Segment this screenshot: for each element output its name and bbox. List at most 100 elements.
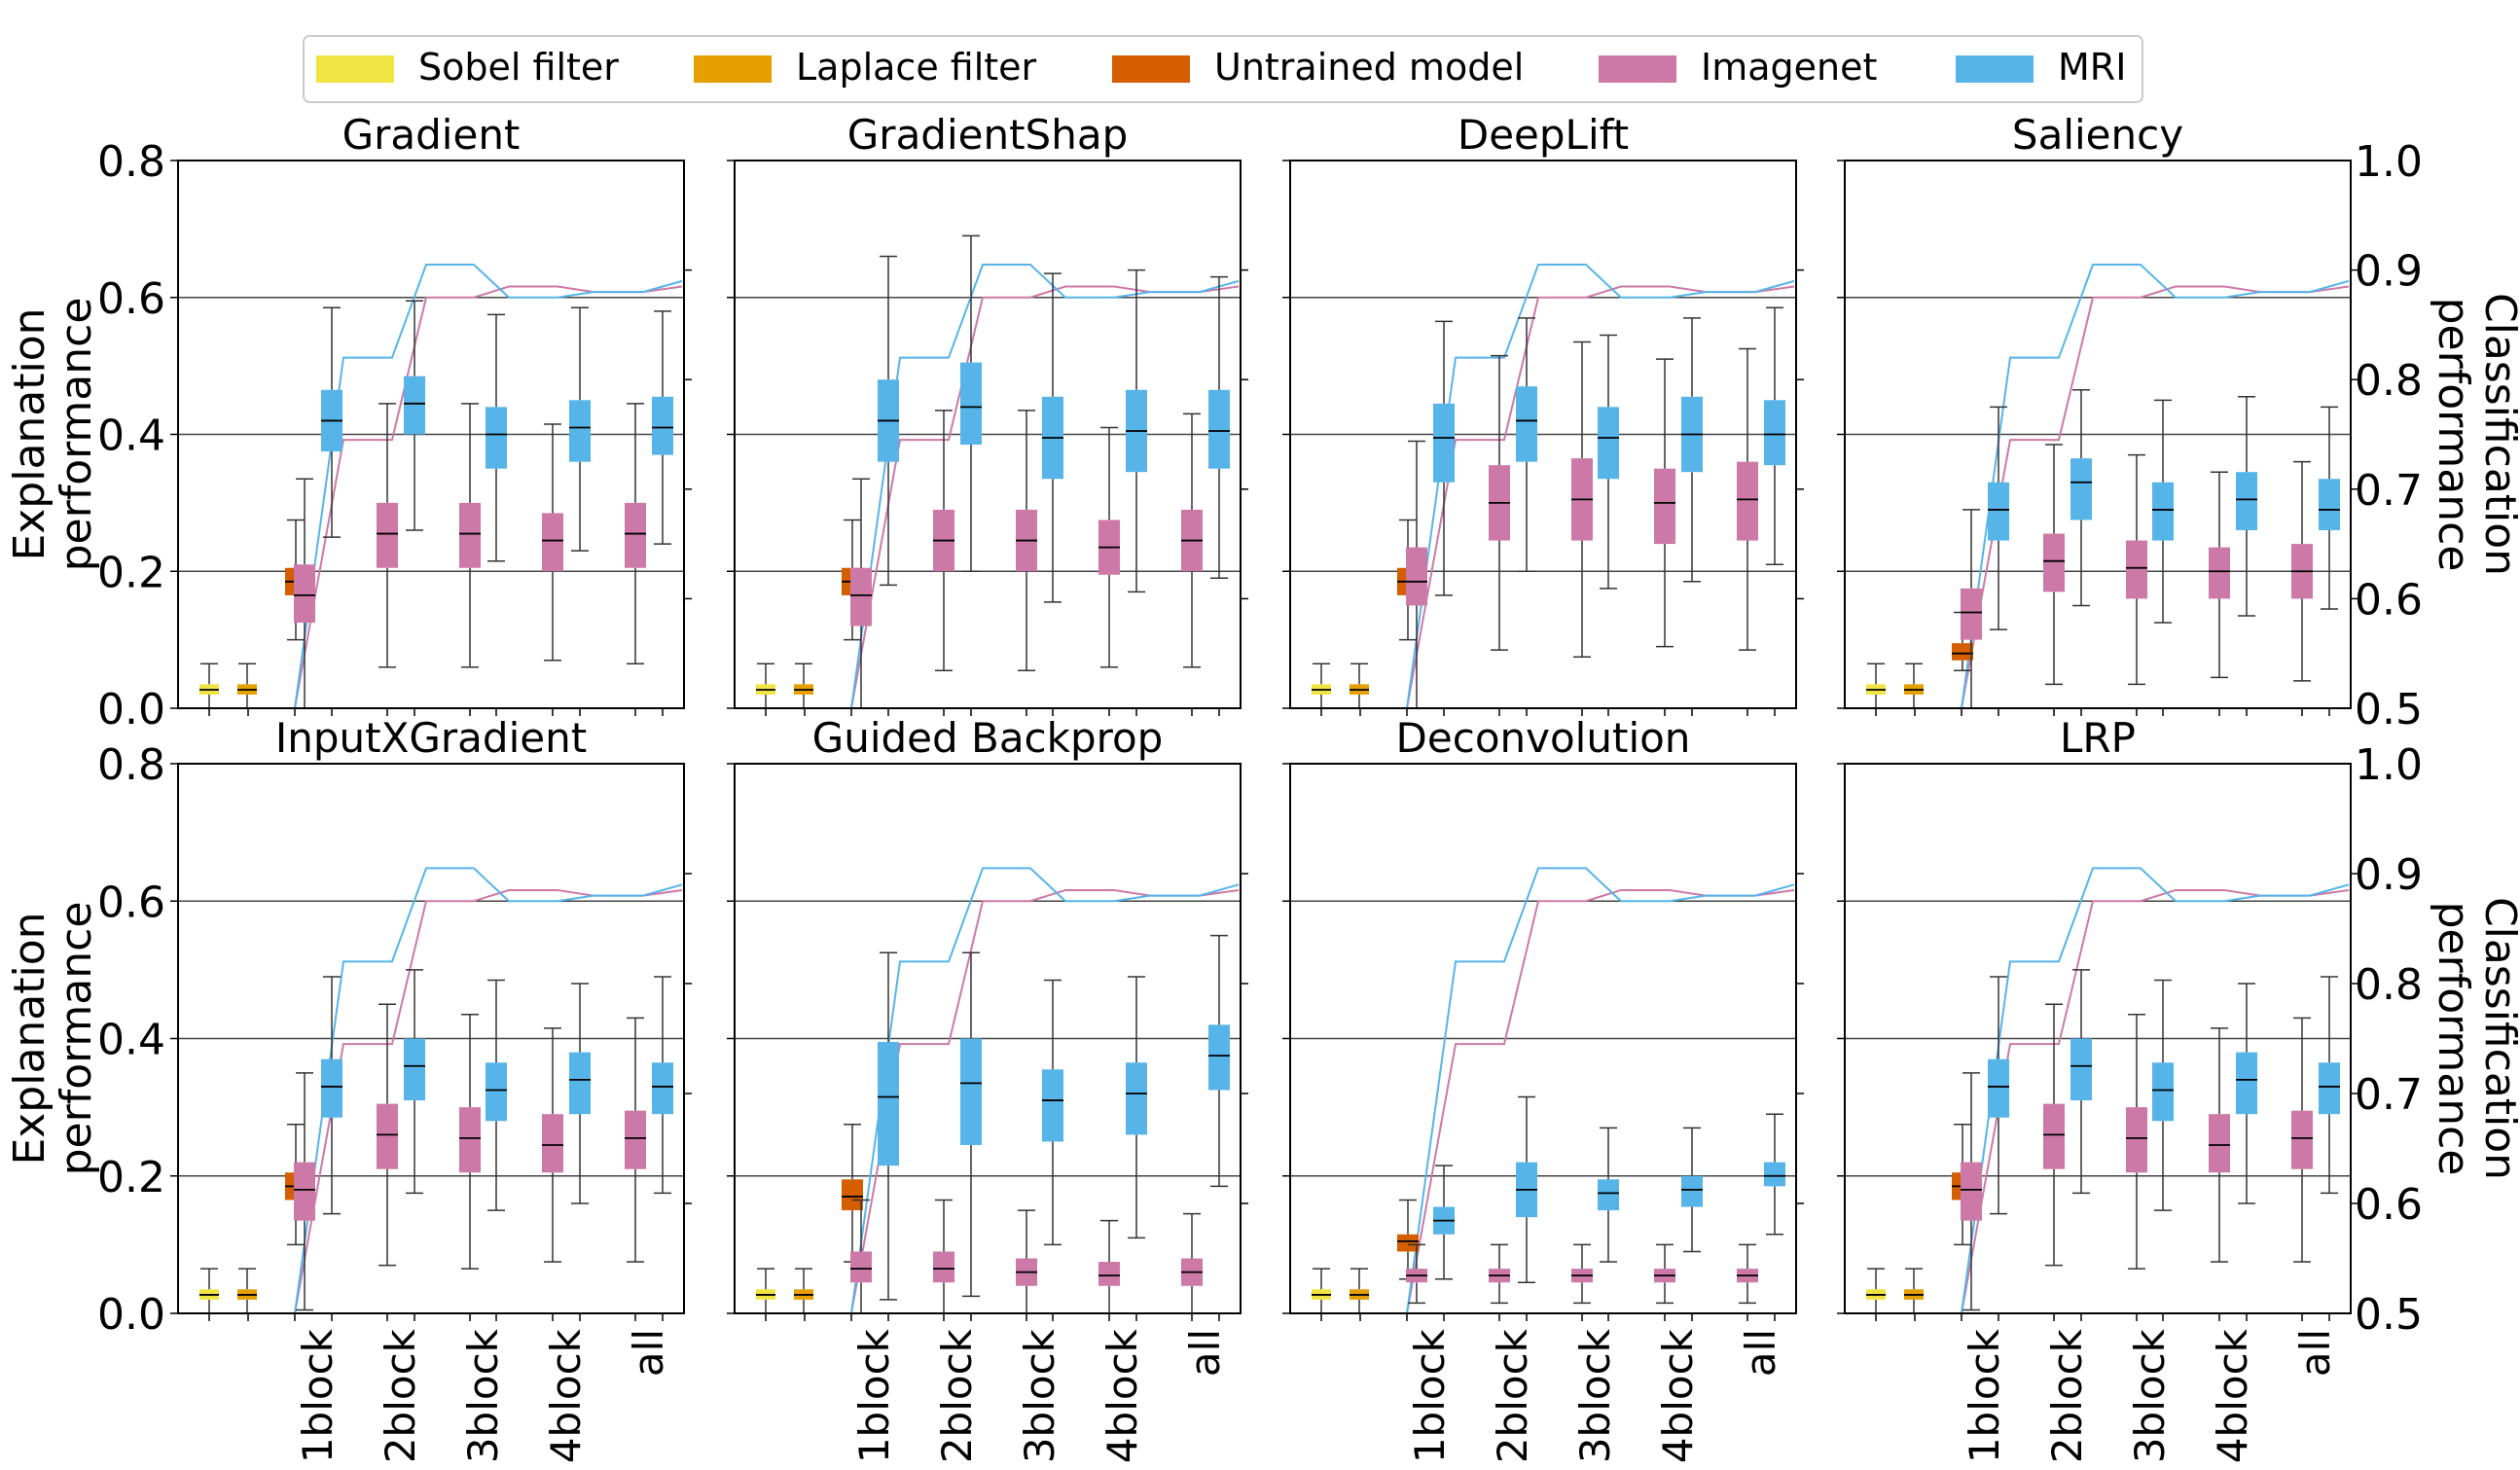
- box-imagenet: [1181, 412, 1203, 668]
- classification-line-mri: [1321, 867, 1795, 1314]
- panel-title: Guided Backprop: [812, 714, 1164, 762]
- box-mri: [652, 310, 673, 545]
- box-body: [878, 1042, 899, 1166]
- box-sobel: [756, 663, 775, 709]
- box-body: [1681, 1175, 1703, 1207]
- panel-title: Deconvolution: [1396, 714, 1691, 762]
- box-body: [960, 1038, 982, 1145]
- box-body: [2043, 1103, 2065, 1169]
- box-laplace: [1904, 663, 1924, 709]
- box-body: [2152, 1062, 2174, 1122]
- left-tick-label: 0.0: [97, 685, 165, 735]
- box-body: [377, 502, 398, 568]
- box-body: [1208, 389, 1230, 469]
- box-imagenet: [1737, 1243, 1758, 1305]
- box-mri: [404, 969, 425, 1195]
- left-axis-title-line2: performance: [52, 902, 101, 1176]
- box-mri: [2319, 976, 2340, 1195]
- legend-frame: [303, 35, 2143, 103]
- right-tick-label: 0.5: [2355, 1290, 2423, 1340]
- box-imagenet: [377, 403, 398, 668]
- box-imagenet: [1654, 1243, 1675, 1305]
- panel-title: Saliency: [2012, 111, 2183, 159]
- box-sobel: [199, 663, 219, 709]
- box-imagenet: [542, 1027, 563, 1263]
- box-mri: [2152, 979, 2174, 1211]
- box-mri: [1042, 979, 1063, 1246]
- box-mri: [1764, 306, 1785, 565]
- classification-line-imagenet: [1321, 888, 1795, 1314]
- panel-frame: [734, 160, 1242, 709]
- box-body: [1737, 461, 1758, 541]
- left-axis-title-line1: Explanation: [5, 307, 54, 560]
- box-body: [1764, 400, 1785, 466]
- box-mri: [2319, 406, 2340, 610]
- box-mri: [1516, 317, 1537, 572]
- panel-title: Gradient: [342, 111, 521, 159]
- classification-line-mri: [1321, 263, 1795, 709]
- box-imagenet: [933, 1199, 954, 1314]
- box-imagenet: [459, 1014, 481, 1270]
- box-sobel: [1866, 1268, 1886, 1314]
- classification-line-imagenet: [209, 285, 683, 709]
- panel-frame: [177, 160, 685, 709]
- box-body: [850, 567, 872, 627]
- box-body: [625, 1110, 646, 1169]
- box-body: [1764, 1162, 1785, 1187]
- box-body: [1654, 468, 1675, 545]
- box-imagenet: [850, 478, 872, 709]
- box-body: [2043, 533, 2065, 592]
- box-mri: [2236, 396, 2257, 617]
- box-body: [625, 502, 646, 568]
- box-imagenet: [1098, 1219, 1120, 1314]
- box-laplace: [1904, 1268, 1924, 1314]
- box-mri: [1988, 976, 2009, 1215]
- panel-title: DeepLift: [1458, 111, 1629, 159]
- box-body: [960, 362, 982, 446]
- left-tick-label: 0.0: [97, 1290, 165, 1340]
- box-body: [1598, 407, 1619, 480]
- x-tick-label: all: [625, 1329, 672, 1377]
- panel-inputxgradient: InputXGradient 1block 2block 3block 4block al…: [170, 714, 692, 1463]
- box-imagenet: [1098, 426, 1120, 668]
- panel-deconvolution: Deconvolution 1block 2block 3block 4block all: [1282, 714, 1804, 1463]
- classification-line-mri: [766, 263, 1240, 709]
- box-sobel: [1312, 663, 1331, 709]
- right-axis-title-line2: performance: [2429, 298, 2478, 572]
- box-body: [1042, 1069, 1063, 1142]
- box-body: [2319, 479, 2340, 531]
- box-body: [2236, 1052, 2257, 1115]
- x-tick-label: 2block: [2043, 1328, 2091, 1463]
- box-body: [2070, 1038, 2092, 1101]
- box-imagenet: [625, 403, 646, 665]
- box-mri: [486, 979, 507, 1211]
- box-laplace: [1350, 1268, 1369, 1314]
- box-imagenet: [2043, 1003, 2065, 1267]
- box-mri: [1208, 275, 1230, 580]
- box-body: [2291, 1110, 2313, 1169]
- box-imagenet: [1016, 410, 1037, 672]
- box-mri: [2152, 399, 2174, 624]
- box-laplace: [237, 1268, 257, 1314]
- box-mri: [1433, 320, 1455, 596]
- box-mri: [2070, 969, 2092, 1195]
- box-body: [1961, 588, 1982, 640]
- right-tick-label: 0.9: [2355, 850, 2423, 900]
- box-laplace: [794, 663, 813, 709]
- box-body: [542, 1114, 563, 1173]
- legend-swatch: [1112, 55, 1190, 83]
- box-mri: [878, 951, 899, 1301]
- x-tick-label: 3block: [1571, 1328, 1619, 1463]
- classification-line-imagenet: [1876, 888, 2350, 1314]
- classification-line-imagenet: [1321, 285, 1795, 709]
- panel-gradient: Gradient: [170, 111, 692, 716]
- box-mri: [1598, 1127, 1619, 1263]
- box-body: [1208, 1024, 1230, 1091]
- classification-line-mri: [209, 867, 683, 1314]
- classification-line-imagenet: [766, 888, 1240, 1314]
- right-tick-label: 0.8: [2355, 960, 2423, 1010]
- box-body: [404, 1038, 425, 1101]
- classification-line-imagenet: [209, 888, 683, 1314]
